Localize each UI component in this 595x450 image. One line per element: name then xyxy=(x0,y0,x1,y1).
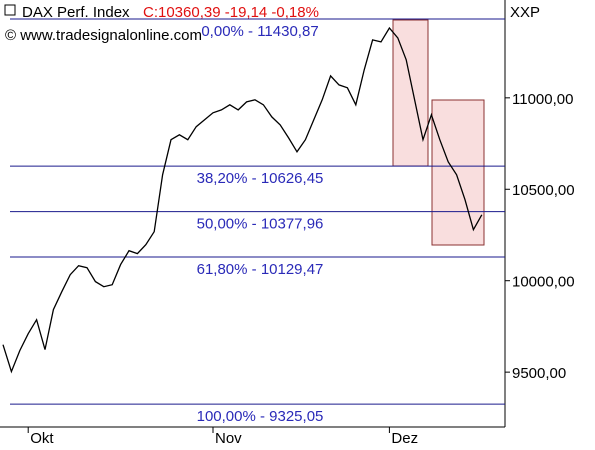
fib-label: 50,00% - 10377,96 xyxy=(197,216,324,233)
y-tick-label: 10000,00 xyxy=(512,274,575,291)
y-tick-label: 9500,00 xyxy=(512,365,566,382)
y-tick-label: 11000,00 xyxy=(512,91,573,108)
fib-label: 38,20% - 10626,45 xyxy=(197,170,324,187)
fib-label: 0,00% - 11430,87 xyxy=(201,23,318,40)
fib-label: 100,00% - 9325,05 xyxy=(197,408,324,425)
price-line xyxy=(2,26,483,374)
fib-label: 61,80% - 10129,47 xyxy=(197,261,324,278)
x-tick-label: Dez xyxy=(391,430,418,447)
symbol: XXP xyxy=(510,4,540,21)
quote: C:10360,39 -19,14 -0,18% xyxy=(143,4,319,21)
x-tick-label: Okt xyxy=(30,430,54,447)
y-tick-label: 10500,00 xyxy=(512,182,575,199)
source: © www.tradesignalonline.com xyxy=(5,27,202,44)
range-box xyxy=(392,19,429,167)
chart-title: DAX Perf. Index xyxy=(22,4,130,21)
x-tick-label: Nov xyxy=(215,430,242,447)
range-box xyxy=(431,99,485,246)
checkbox-icon[interactable] xyxy=(4,4,16,16)
